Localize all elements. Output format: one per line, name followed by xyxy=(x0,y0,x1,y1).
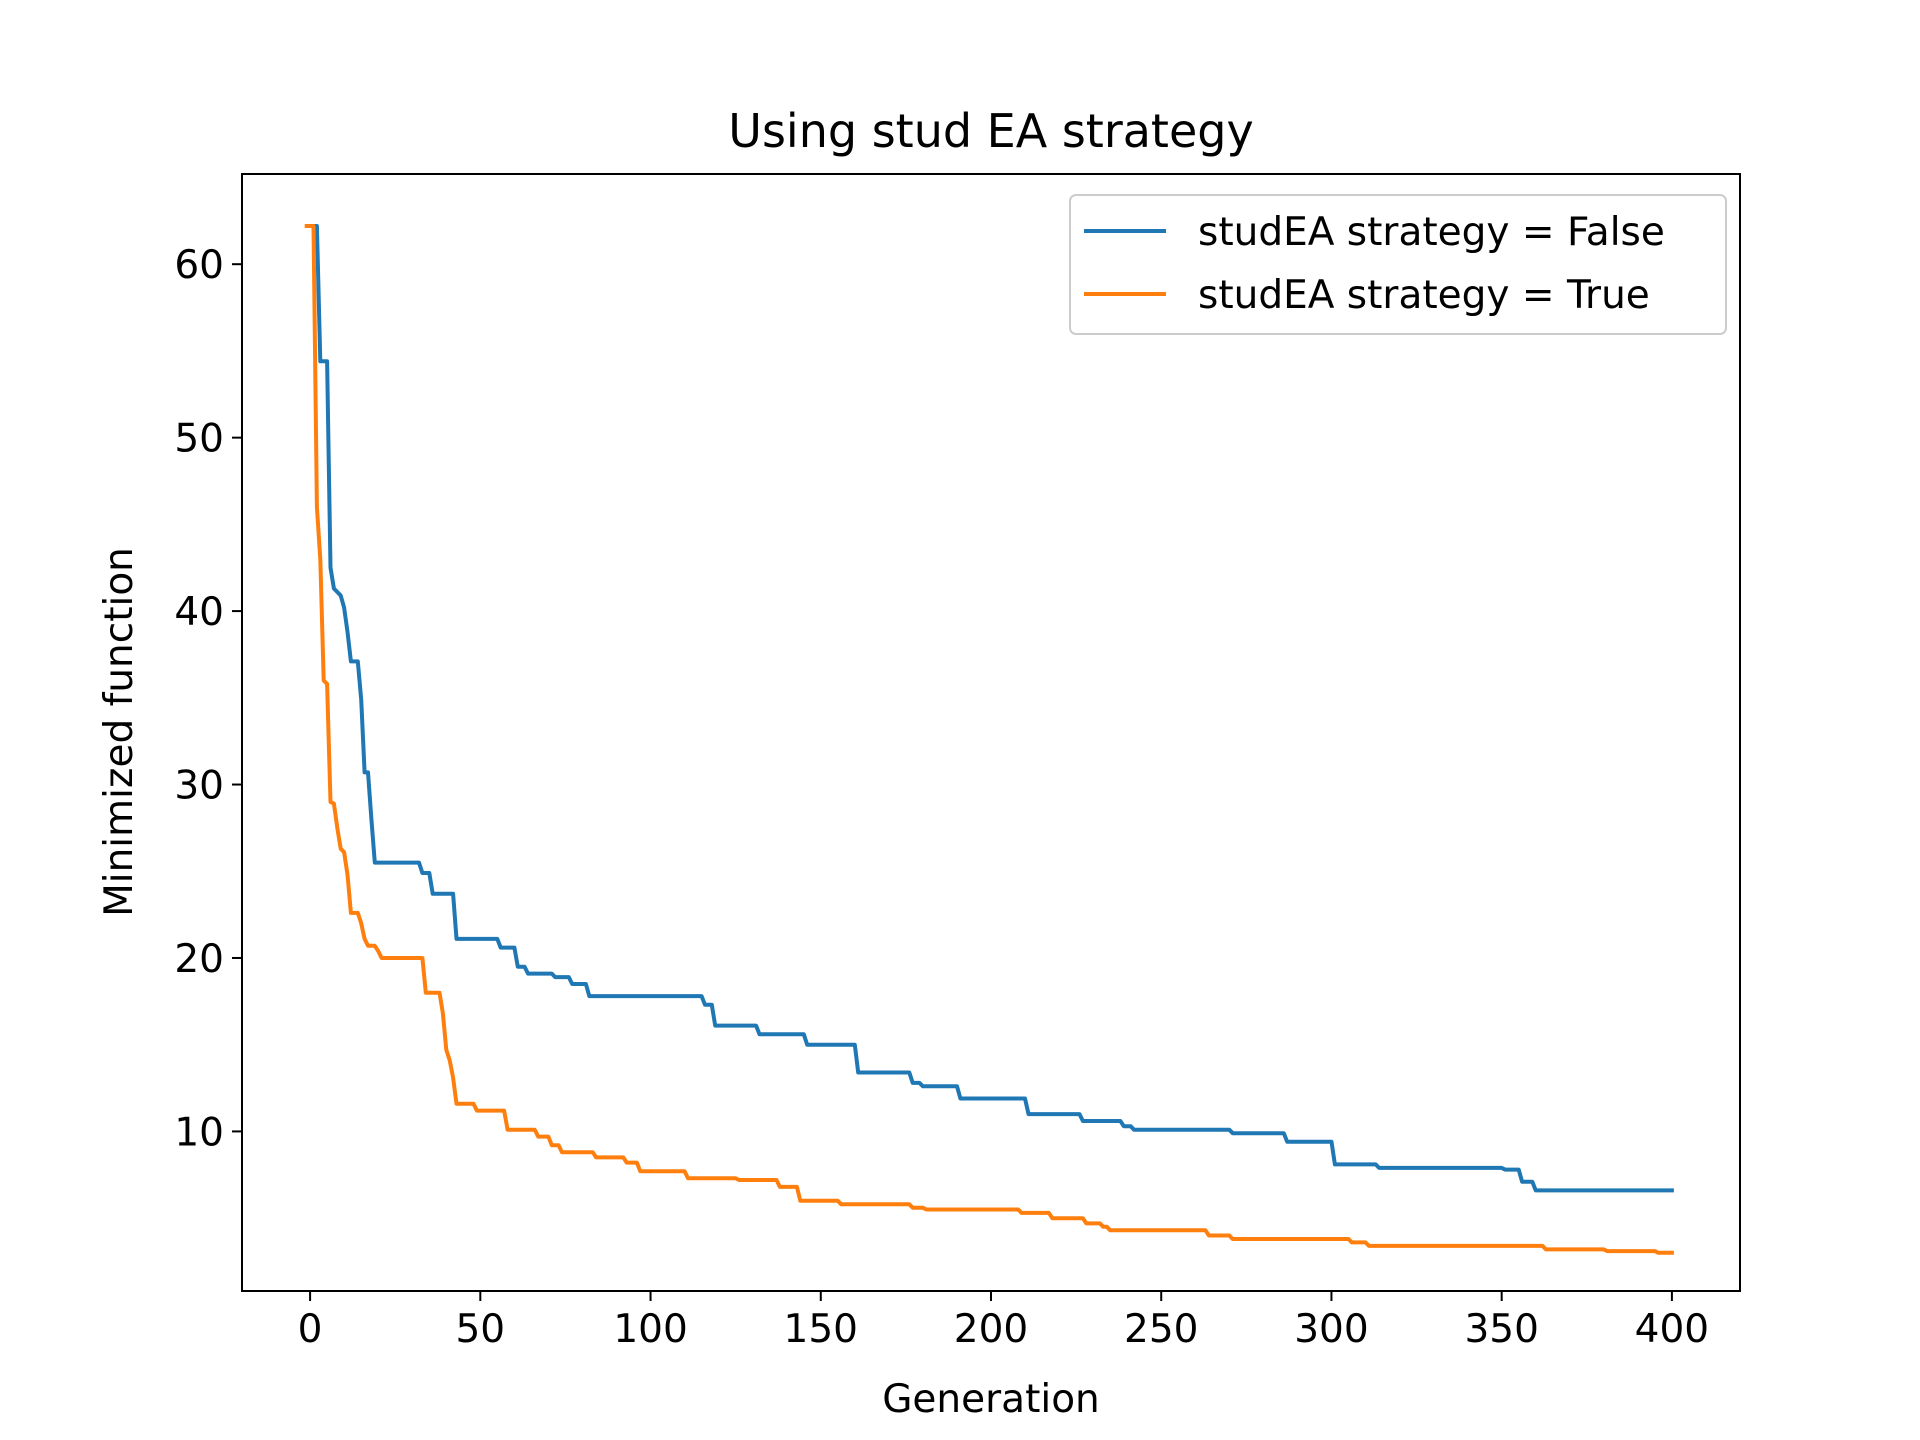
legend-label-0: studEA strategy = False xyxy=(1198,210,1665,255)
x-tick-label: 200 xyxy=(954,1307,1028,1352)
legend: studEA strategy = False studEA strategy =… xyxy=(1069,194,1727,335)
x-tick-label: 350 xyxy=(1464,1307,1538,1352)
x-tick-label: 400 xyxy=(1635,1307,1709,1352)
y-axis-label: Minimized function xyxy=(97,547,142,917)
y-tick-label: 60 xyxy=(174,243,224,288)
chart-title: Using stud EA strategy xyxy=(728,104,1253,158)
x-tick-label: 100 xyxy=(613,1307,687,1352)
x-axis-label: Generation xyxy=(882,1377,1100,1422)
x-tick-label: 300 xyxy=(1294,1307,1368,1352)
x-axis: 0 50 100 150 200 250 300 350 400 xyxy=(298,1291,1709,1352)
x-tick-label: 250 xyxy=(1124,1307,1198,1352)
x-tick-label: 0 xyxy=(298,1307,323,1352)
y-tick-label: 40 xyxy=(174,590,224,635)
series-line-1 xyxy=(304,224,1674,1255)
series-line-0 xyxy=(308,224,1674,1193)
y-tick-label: 20 xyxy=(174,937,224,982)
x-tick-label: 50 xyxy=(455,1307,505,1352)
y-tick-label: 50 xyxy=(174,417,224,462)
legend-label-1: studEA strategy = True xyxy=(1198,273,1650,318)
series-layer xyxy=(304,224,1674,1255)
y-tick-label: 10 xyxy=(174,1110,224,1155)
legend-box xyxy=(1069,194,1727,335)
y-axis: 10 20 30 40 50 60 xyxy=(174,243,242,1155)
y-tick-label: 30 xyxy=(174,764,224,809)
x-tick-label: 150 xyxy=(784,1307,858,1352)
